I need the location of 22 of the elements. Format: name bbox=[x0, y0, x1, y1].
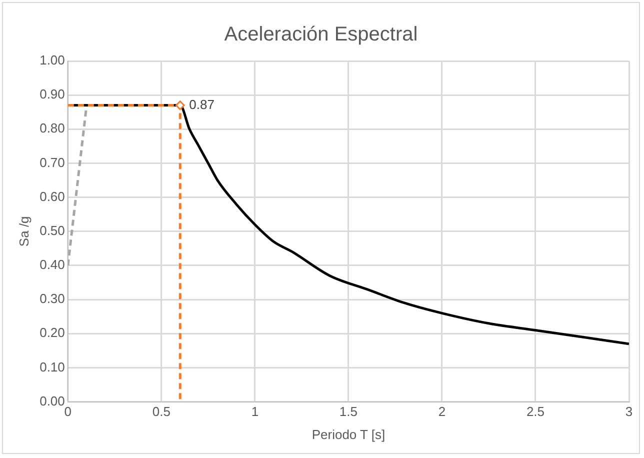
y-tick-label: 0.70 bbox=[40, 154, 65, 170]
x-tick-label: 1.5 bbox=[339, 404, 358, 420]
y-tick-label: 0.50 bbox=[40, 222, 65, 238]
y-axis-title: Sa /g bbox=[16, 216, 32, 247]
y-tick-label: 0.80 bbox=[40, 120, 65, 136]
x-tick-label: 3 bbox=[625, 404, 633, 420]
x-tick-label: 2.5 bbox=[526, 404, 545, 420]
x-tick-label: 0 bbox=[64, 404, 72, 420]
x-tick-label: 1 bbox=[251, 404, 259, 420]
data-label: 0.87 bbox=[189, 96, 214, 112]
y-tick-label: 0.60 bbox=[40, 188, 65, 204]
x-axis-title: Periodo T [s] bbox=[312, 426, 386, 442]
y-tick-label: 0.40 bbox=[40, 257, 65, 272]
y-tick-label: 0.00 bbox=[40, 393, 65, 408]
y-tick-label: 0.10 bbox=[40, 359, 65, 374]
x-tick-label: 2 bbox=[438, 404, 446, 420]
x-tick-label: 0.5 bbox=[152, 404, 170, 420]
y-tick-label: 0.30 bbox=[40, 291, 65, 306]
y-tick-label: 1.00 bbox=[40, 52, 65, 68]
chart-title: Aceleración Espectral bbox=[224, 24, 418, 46]
y-tick-label: 0.90 bbox=[40, 86, 65, 102]
y-tick-label: 0.20 bbox=[40, 325, 65, 340]
